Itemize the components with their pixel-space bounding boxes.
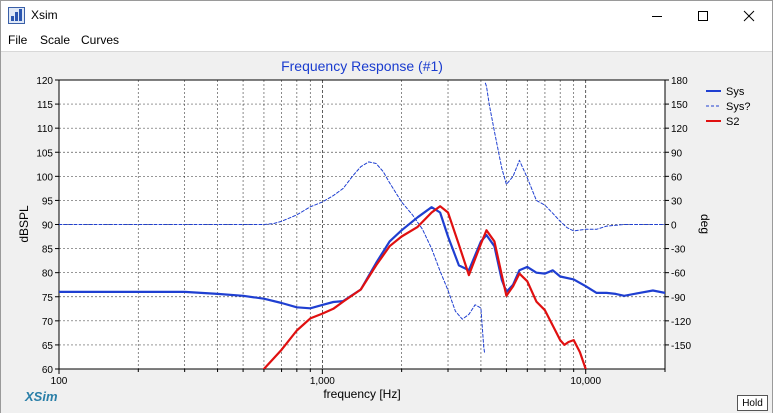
y2-tick-label: 60 (671, 172, 683, 183)
x-axis: 100 1,000 10,000 (51, 369, 666, 387)
close-button[interactable] (726, 1, 772, 30)
y-tick-label: 60 (42, 365, 54, 376)
x-axis-label: frequency [Hz] (323, 387, 400, 401)
minimize-button[interactable] (634, 1, 680, 30)
frequency-response-chart[interactable]: 60 65 70 75 80 85 90 95 100 105 110 115 120 -150 -120… (1, 52, 772, 413)
y-tick-label: 100 (36, 172, 53, 183)
chart-title: Frequency Response (#1) (281, 58, 443, 74)
y-tick-label: 90 (42, 221, 54, 232)
app-icon-bar (19, 9, 22, 21)
x-tick-label: 1,000 (310, 376, 335, 387)
y2-tick-label: 0 (671, 221, 677, 232)
minimize-icon (652, 15, 662, 17)
app-icon-bar (11, 16, 14, 21)
y-axis-right: -150 -120 -90 -60 -30 0 30 60 90 120 150 180 (665, 76, 691, 352)
y2-tick-label: -30 (671, 245, 686, 256)
close-icon (743, 10, 755, 21)
maximize-icon (698, 10, 708, 21)
y-tick-label: 110 (37, 124, 53, 135)
menu-scale[interactable]: Scale (40, 33, 71, 47)
y-tick-label: 115 (37, 100, 53, 111)
maximize-button[interactable] (680, 1, 726, 30)
window-title: Xsim (31, 8, 58, 22)
y2-tick-label: 150 (671, 100, 688, 111)
menu-curves[interactable]: Curves (81, 33, 120, 47)
x-tick-label: 100 (51, 376, 68, 387)
y-tick-label: 105 (36, 148, 53, 159)
legend-label: S2 (726, 116, 739, 128)
y-tick-label: 65 (42, 341, 54, 352)
app-icon-bar (15, 12, 18, 21)
menu-bar: File Scale Curves (1, 30, 772, 50)
y-tick-label: 95 (42, 196, 54, 207)
plot-area: 60 65 70 75 80 85 90 95 100 105 110 115 120 -150 -120… (1, 51, 772, 413)
y2-tick-label: -150 (671, 341, 691, 352)
y-axis-left: 60 65 70 75 80 85 90 95 100 105 110 115 120 (36, 76, 59, 376)
series-line-sys (59, 206, 665, 310)
series-line-s2 (262, 205, 587, 369)
y2-tick-label: 120 (671, 124, 688, 135)
y-tick-label: 75 (42, 293, 54, 304)
series-line-sys-phase (59, 82, 665, 354)
y2-tick-label: 30 (671, 196, 683, 207)
xsim-logo: XSim (25, 389, 58, 404)
y-tick-label: 85 (42, 245, 54, 256)
y2-tick-label: -60 (671, 269, 686, 280)
xsim-app-icon[interactable] (8, 7, 25, 24)
y-tick-label: 70 (42, 317, 54, 328)
y2-tick-label: -90 (671, 293, 686, 304)
y-axis-label: dBSPL (17, 205, 31, 243)
legend[interactable]: Sys Sys? S2 (706, 86, 750, 128)
menu-file[interactable]: File (8, 33, 28, 47)
y2-axis-label: deg (698, 214, 712, 234)
series-layer (59, 82, 665, 369)
y2-tick-label: 180 (671, 76, 688, 87)
y-tick-label: 80 (42, 269, 54, 280)
hold-button[interactable]: Hold (737, 395, 768, 411)
y2-tick-label: 90 (671, 148, 683, 159)
y2-tick-label: -120 (671, 317, 691, 328)
legend-label: Sys (726, 86, 745, 98)
legend-label: Sys? (726, 101, 750, 113)
title-bar[interactable]: Xsim (1, 1, 772, 30)
y-tick-label: 120 (36, 76, 53, 87)
x-tick-label: 10,000 (570, 376, 601, 387)
